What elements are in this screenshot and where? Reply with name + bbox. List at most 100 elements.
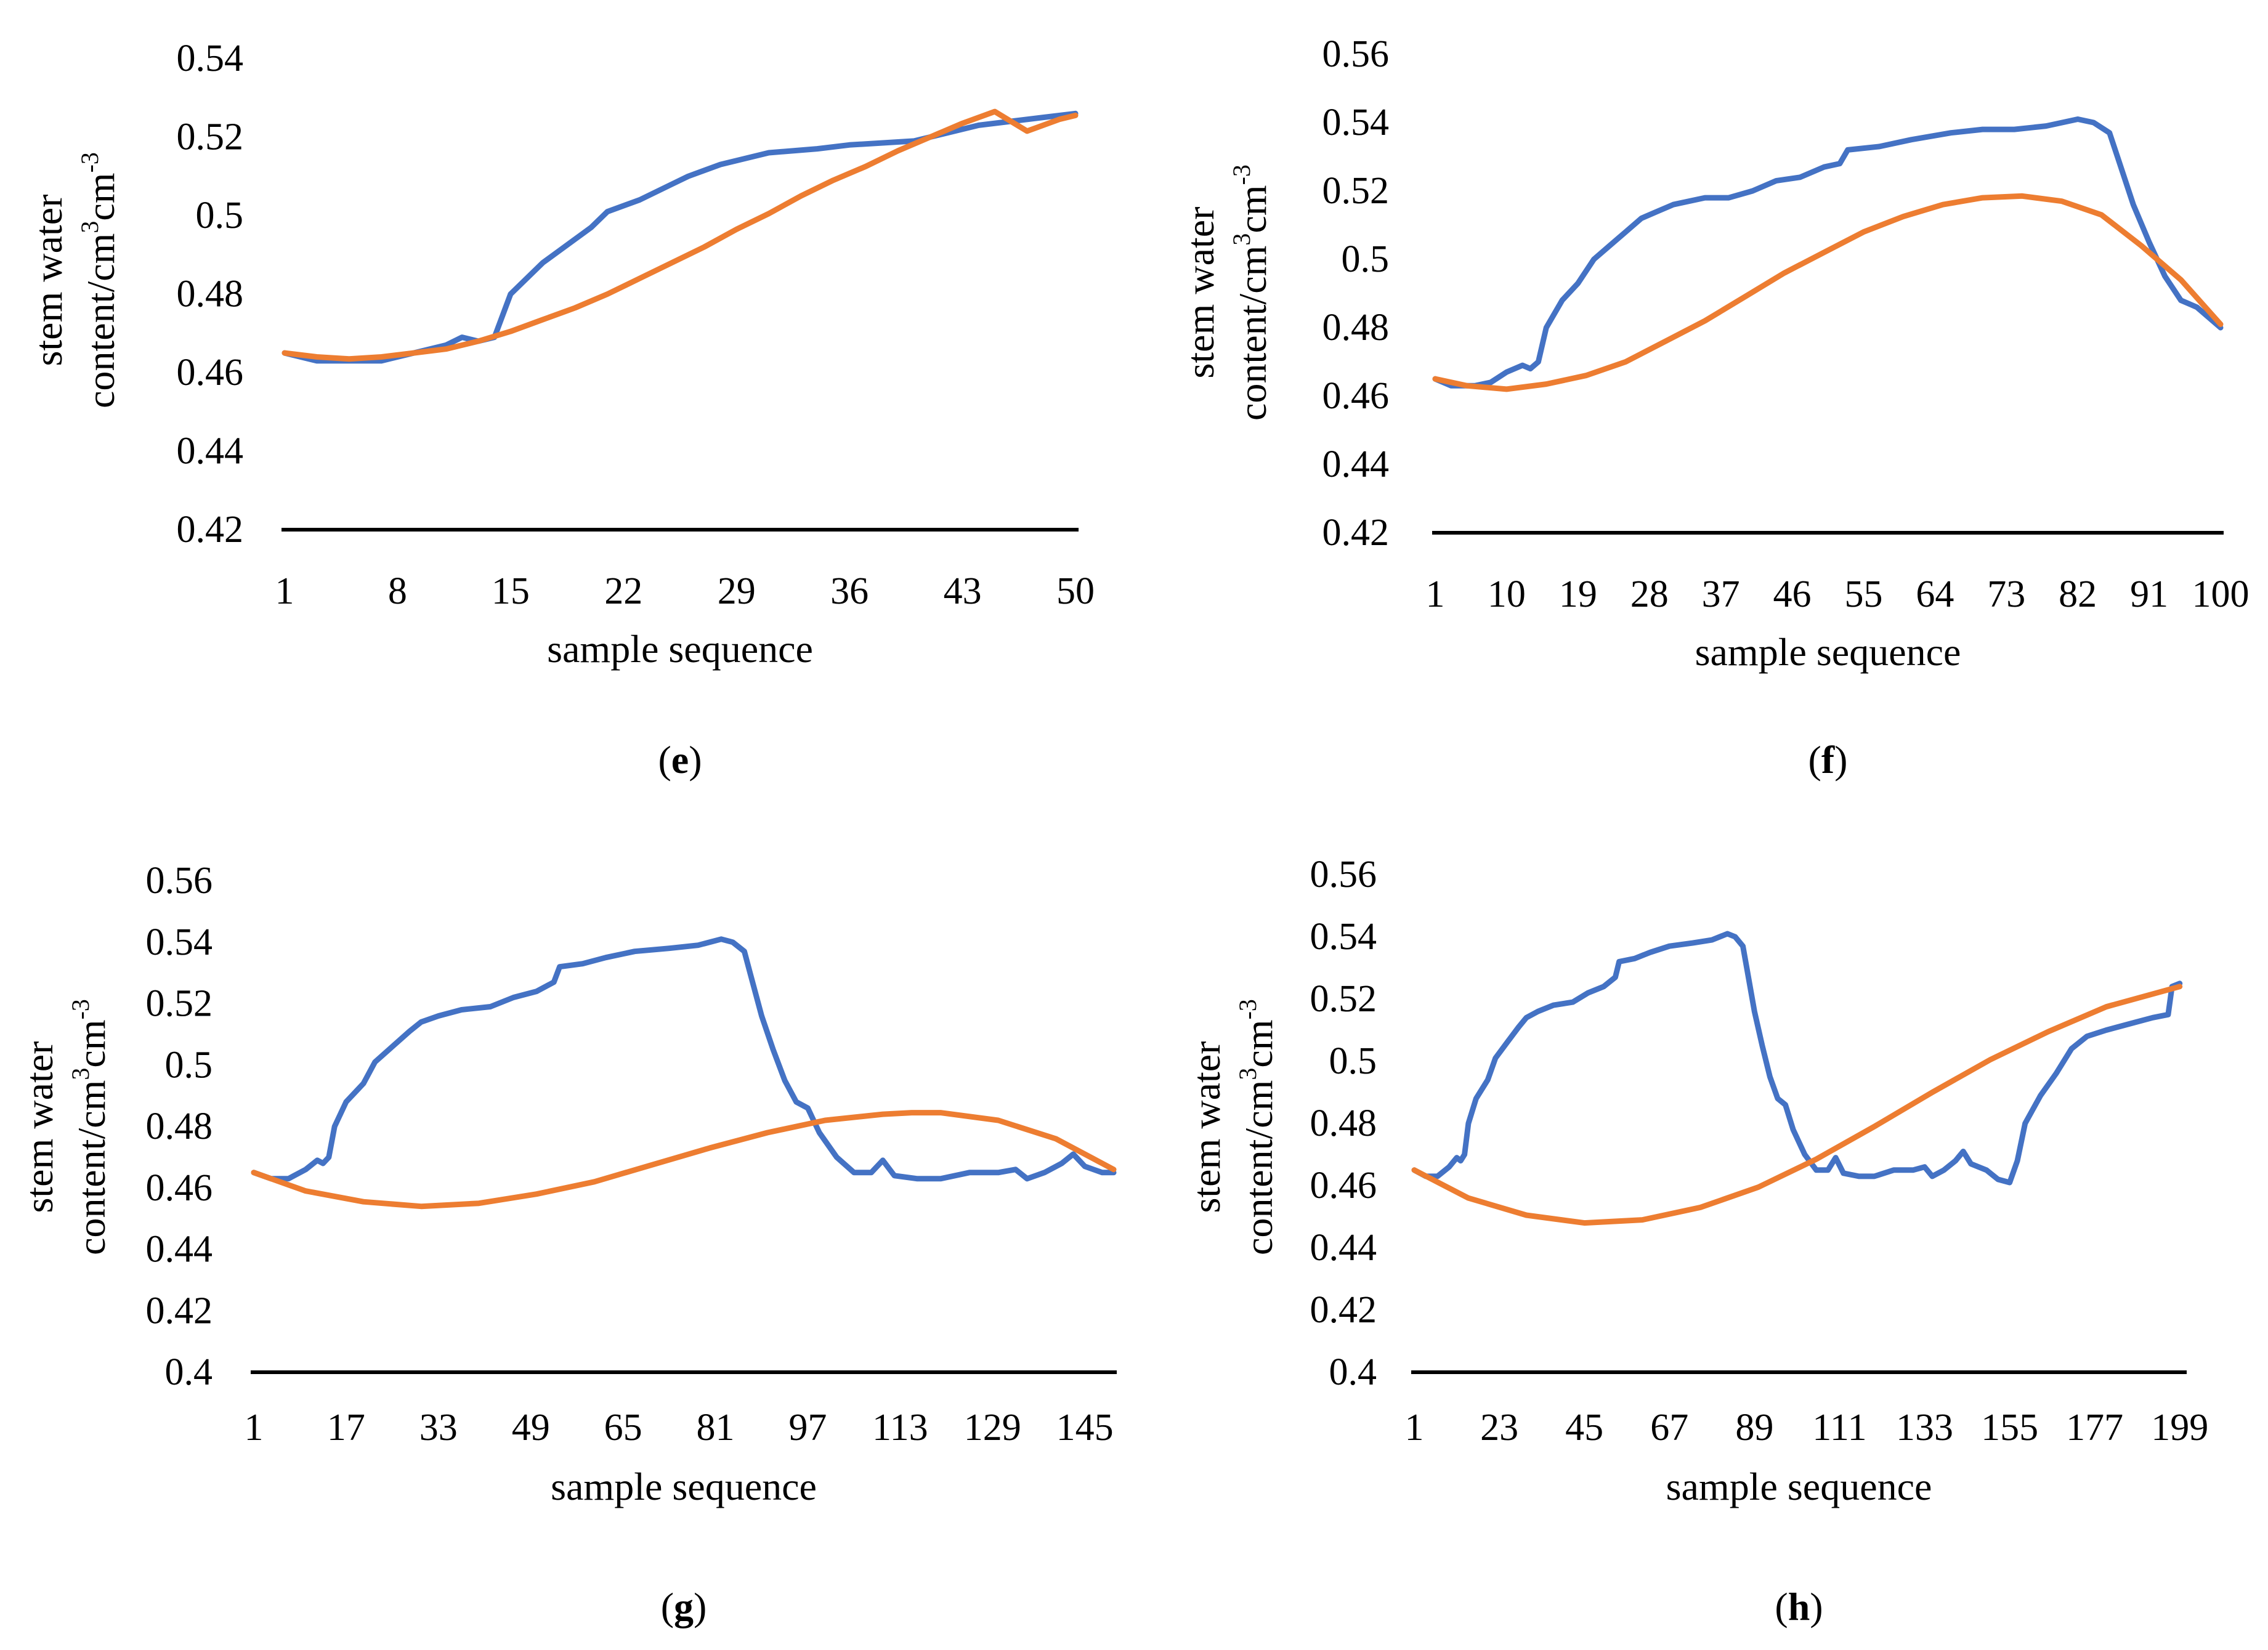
x-tick-label: 155 [1981,1407,2038,1449]
y-tick-label: 0.5 [196,195,244,237]
x-tick-label: 36 [830,570,869,612]
x-axis-title: sample sequence [1695,630,1961,674]
y-axis-title-unit: content/cm [1237,1080,1281,1255]
y-axis-title-unit: content/cm [79,233,123,408]
y-tick-label: 0.54 [146,921,213,963]
y-tick-label: 0.46 [146,1167,213,1209]
y-axis-title-sup: 3 [67,1068,94,1080]
panel-label: (g) [661,1585,707,1628]
y-axis-title-sup: -3 [1234,999,1262,1019]
panel-e: 0.54 0.52 0.5 0.48 0.46 0.44 0.42 1 8 15 22 29 36 43 5… [26,38,1095,782]
y-tick-label: 0.52 [177,116,244,158]
y-axis-title-sup: -3 [67,999,94,1019]
x-tick-label: 64 [1916,573,1954,615]
panel-label-paren: ) [694,1585,707,1628]
panel-h: 0.56 0.54 0.52 0.5 0.48 0.46 0.44 0.42 0.4 1 23 45 6… [1185,854,2208,1628]
y-tick-label: 0.42 [177,509,244,551]
series-line-measured [1432,116,2224,389]
y-tick-label: 0.54 [1322,102,1390,144]
panel-label-paren: ) [689,738,702,782]
panel-label: (e) [658,738,702,782]
y-tick-label: 0.48 [1322,307,1390,349]
y-tick-label: 0.46 [1322,375,1390,417]
x-tick-label: 133 [1896,1407,1953,1449]
x-tick-label: 33 [419,1407,458,1449]
y-tick-label: 0.42 [1322,512,1390,554]
x-tick-label: 1 [245,1407,264,1449]
panel-label-letter: f [1821,738,1835,782]
x-tick-label: 145 [1056,1407,1114,1449]
panel-label: (h) [1775,1585,1823,1628]
y-axis-title-unit: content/cm [70,1080,113,1255]
x-tick-label: 45 [1565,1407,1603,1449]
x-tick-label: 1 [1426,573,1445,615]
y-tick-label: 0.52 [146,983,213,1025]
x-tick-label: 19 [1559,573,1597,615]
y-tick-label: 0.42 [1310,1289,1377,1331]
y-tick-label: 0.44 [1310,1227,1377,1269]
series-line-measured [281,110,1079,364]
panel-label-paren: ) [1834,738,1847,782]
y-tick-label: 0.4 [1329,1351,1377,1393]
series-line-fitted [281,108,1079,362]
series-line-fitted [1411,984,2183,1226]
x-tick-label: 1 [275,570,294,612]
panel-label-paren: ( [1775,1585,1788,1628]
y-tick-label: 0.48 [146,1106,213,1147]
x-axis-title: sample sequence [1666,1465,1932,1508]
x-axis-title: sample sequence [551,1465,817,1508]
panel-label-paren: ( [1808,738,1821,782]
y-axis-title-unit: cm [70,1019,113,1067]
y-tick-label: 0.46 [177,352,244,394]
y-tick-label: 0.42 [146,1290,213,1332]
panel-label: (f) [1808,738,1848,782]
y-axis-title-unit: content/cm [1231,246,1274,421]
x-tick-label: 65 [604,1407,642,1449]
x-tick-label: 22 [604,570,642,612]
y-tick-label: 0.52 [1322,170,1390,212]
y-axis-title-sup: 3 [1234,1068,1262,1080]
y-tick-label: 0.48 [177,273,244,315]
y-tick-label: 0.56 [146,860,213,902]
y-tick-label: 0.44 [146,1229,213,1271]
x-tick-label: 49 [512,1407,550,1449]
panel-label-paren: ) [1810,1585,1823,1628]
y-axis-title-sup: 3 [76,221,103,233]
x-axis-title: sample sequence [547,627,813,671]
y-tick-label: 0.5 [1329,1040,1377,1082]
panel-label-letter: e [671,738,689,782]
y-tick-label: 0.56 [1322,33,1390,75]
y-tick-label: 0.44 [1322,443,1390,485]
y-tick-label: 0.4 [165,1351,213,1393]
series-line-measured [251,936,1117,1182]
x-tick-label: 23 [1480,1407,1518,1449]
x-tick-label: 97 [788,1407,827,1449]
x-tick-label: 111 [1812,1407,1866,1449]
y-axis-title-line2: content/cm3cm-3 [67,999,113,1255]
x-tick-label: 100 [2192,573,2250,615]
x-tick-label: 55 [1844,573,1882,615]
series-line-fitted [1432,193,2224,392]
x-tick-label: 10 [1488,573,1526,615]
y-axis-title-line1: stem water [1178,207,1222,379]
y-tick-label: 0.54 [177,38,244,79]
series-line-measured [1411,931,2183,1186]
x-tick-label: 1 [1405,1407,1424,1449]
y-axis-title-unit: cm [79,172,123,220]
y-tick-label: 0.46 [1310,1165,1377,1207]
panel-label-paren: ( [658,738,671,782]
y-axis-title-line1: stem water [1185,1041,1228,1213]
x-tick-label: 82 [2059,573,2097,615]
x-tick-label: 8 [388,570,407,612]
x-tick-label: 17 [327,1407,365,1449]
x-tick-label: 29 [718,570,756,612]
panel-g: 0.56 0.54 0.52 0.5 0.48 0.46 0.44 0.42 0.4 1 17 33 4… [17,860,1117,1628]
x-tick-label: 50 [1056,570,1095,612]
x-tick-label: 15 [492,570,530,612]
x-tick-label: 129 [964,1407,1021,1449]
x-tick-label: 67 [1650,1407,1688,1449]
y-axis-title-line2: content/cm3cm-3 [1228,164,1274,421]
panel-label-letter: g [674,1585,694,1628]
x-tick-label: 89 [1735,1407,1773,1449]
